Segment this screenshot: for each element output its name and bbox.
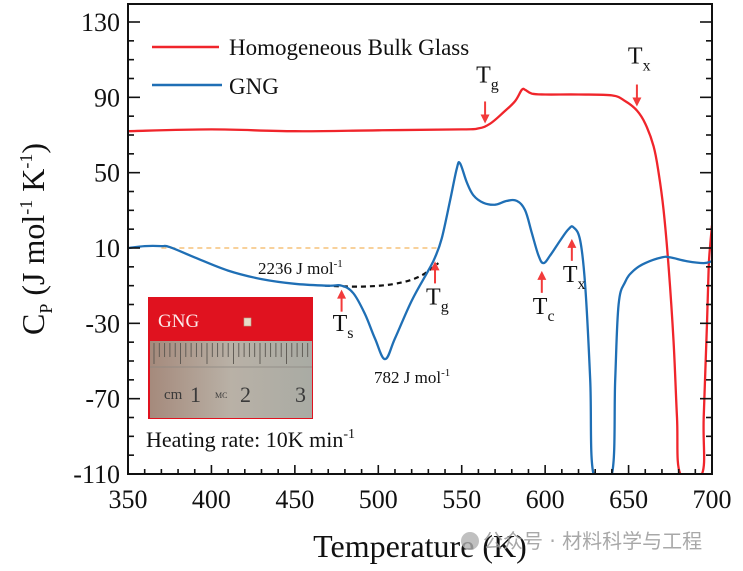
- ruler-mark: MC: [215, 391, 227, 400]
- transition-labels: Tg Tx Ts Tg Tc Tx: [333, 43, 651, 341]
- tx-bulk-label: Tx: [628, 43, 651, 74]
- annotation-heating-rate: Heating rate: 10K min-1: [146, 427, 355, 452]
- ts-gng-label: Ts: [333, 311, 354, 342]
- x-tick-label: 550: [442, 485, 481, 514]
- x-tick-label: 650: [609, 485, 648, 514]
- tx-gng-label: Tx: [563, 262, 586, 293]
- watermark: 公众号 · 材料科学与工程: [461, 529, 702, 553]
- inset-ruler: [150, 341, 312, 418]
- tx-gng-arrow-icon: [567, 238, 577, 248]
- y-axis-title: CP (J mol-1 K-1): [15, 143, 56, 335]
- x-tick-label: 600: [526, 485, 565, 514]
- transition-arrows: [337, 84, 642, 312]
- ruler-label-2: 2: [240, 382, 251, 407]
- watermark-text: 公众号 · 材料科学与工程: [483, 529, 702, 553]
- annotation-enthalpy-2236: 2236 J mol-1: [258, 258, 343, 278]
- plot-frame: [127, 3, 713, 475]
- x-tick-label: 700: [693, 485, 732, 514]
- y-tick-label: -70: [85, 385, 120, 414]
- legend: Homogeneous Bulk Glass GNG: [152, 35, 469, 99]
- sample-piece: [243, 317, 252, 327]
- x-tick-label: 500: [359, 485, 398, 514]
- ruler-ticks: [150, 343, 312, 368]
- y-tick-label: -110: [73, 460, 120, 489]
- x-axis-title: Temperature (K): [313, 528, 527, 564]
- tc-gng-arrow-icon: [537, 270, 547, 280]
- series-group: [128, 87, 712, 474]
- inset-label: GNG: [158, 311, 199, 332]
- ts-gng-arrow-icon: [337, 289, 347, 299]
- annotation-enthalpy-782: 782 J mol-1: [374, 367, 450, 387]
- x-tick-label: 350: [109, 485, 148, 514]
- series-line-gng: [128, 161, 712, 474]
- tg-gng-label: Tg: [426, 285, 449, 316]
- y-tick-label: 130: [81, 8, 120, 37]
- x-tick-label: 400: [192, 485, 231, 514]
- wechat-icon: [461, 532, 479, 550]
- tg-gng-arrow-icon: [430, 261, 440, 271]
- inset-photo: GNG cm 1 MC 2 3: [148, 297, 313, 419]
- reference-lines: [161, 247, 440, 288]
- tg-bulk-label: Tg: [476, 62, 499, 93]
- ruler-unit: cm: [164, 387, 183, 403]
- ruler-label-3: 3: [295, 382, 306, 407]
- tc-gng-label: Tc: [533, 294, 555, 325]
- x-axis-ticks: 350 400 450 500 550 600 650 700: [109, 465, 732, 514]
- tg-bulk-arrow-icon: [480, 114, 490, 124]
- y-tick-label: -30: [85, 309, 120, 338]
- tx-bulk-arrow-icon: [632, 97, 642, 107]
- x-tick-label: 450: [275, 485, 314, 514]
- legend-label-gng: GNG: [229, 74, 279, 99]
- legend-label-bulk-glass: Homogeneous Bulk Glass: [229, 35, 469, 60]
- series-line-bulk-glass: [128, 87, 712, 474]
- y-tick-label: 10: [94, 234, 120, 263]
- y-tick-label: 90: [94, 83, 120, 112]
- ruler-label-1: 1: [190, 382, 201, 407]
- y-axis-ticks: 130 90 50 10 -30 -70 -110: [73, 8, 712, 489]
- y-tick-label: 50: [94, 159, 120, 188]
